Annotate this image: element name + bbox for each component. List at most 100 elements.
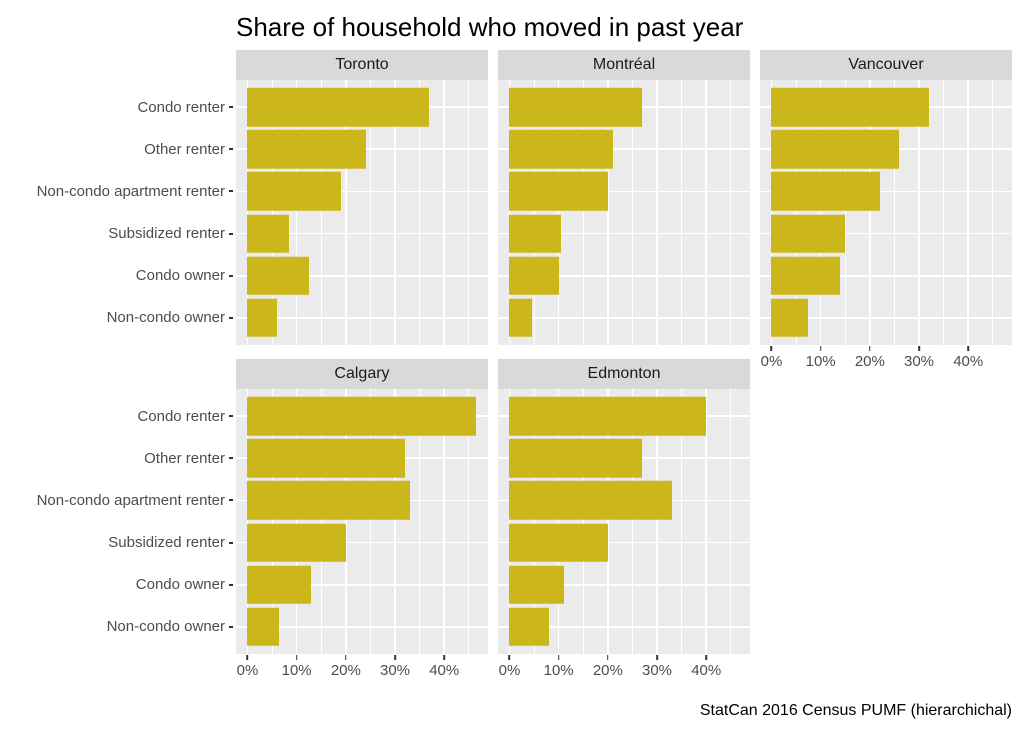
x-axis-tick-mark <box>770 346 773 351</box>
category-label-condo-renter: Condo renter <box>137 407 225 425</box>
bar-row <box>498 395 750 437</box>
bar-vancouver-condo-renter <box>771 87 929 127</box>
x-axis-tick-label-10: 10% <box>543 662 574 679</box>
x-axis-tick-mark <box>443 655 446 660</box>
y-axis-tick-mark <box>229 106 233 109</box>
gridline-minor <box>271 80 273 345</box>
gridline-major <box>967 80 969 345</box>
category-label-row: Subsidized renter <box>0 212 236 254</box>
category-label-condo-owner: Condo owner <box>135 576 225 594</box>
bar-row <box>236 395 488 437</box>
category-label-subsidized-renter: Subsidized renter <box>108 225 225 243</box>
y-axis-tick-mark <box>229 232 233 235</box>
bar-row <box>760 128 1012 170</box>
gridline-major <box>246 80 249 345</box>
gridline-category <box>498 583 750 586</box>
gridline-major <box>443 389 445 654</box>
bar-calgary-subsidized-renter <box>247 523 346 562</box>
category-label-other-renter: Other renter <box>144 140 225 158</box>
gridline-major <box>607 389 609 654</box>
bar-toronto-condo-owner <box>247 256 309 295</box>
facet-strip-toronto: Toronto <box>236 50 488 80</box>
bar-toronto-other-renter <box>247 129 366 169</box>
bar-calgary-non-condo-owner <box>247 607 280 647</box>
y-axis-tick-mark <box>229 541 233 544</box>
y-axis-tick-mark <box>229 583 233 586</box>
facet-row-0: Condo renter Other renter Non-condo apartm… <box>0 50 1024 370</box>
category-label-row: Condo owner <box>0 255 236 297</box>
gridline-minor <box>468 389 470 654</box>
bar-row <box>236 128 488 170</box>
x-axis-tick-mark <box>394 655 396 660</box>
gridline-major <box>508 389 511 654</box>
bar-row <box>498 521 750 563</box>
gridline-category <box>498 148 750 151</box>
gridline-major <box>246 389 249 654</box>
panel-edmonton <box>498 389 750 654</box>
gridline-minor <box>582 80 584 345</box>
gridline-minor <box>271 389 273 654</box>
gridline-major <box>705 389 707 654</box>
gridline-major <box>443 80 445 345</box>
panel-calgary <box>236 389 488 654</box>
bar-montr-al-subsidized-renter <box>509 214 562 253</box>
gridline-minor <box>320 80 322 345</box>
category-label-row: Non-condo owner <box>0 297 236 339</box>
x-axis-tick-label-30: 30% <box>904 353 935 370</box>
y-axis-tick-mark <box>229 457 233 460</box>
bar-edmonton-non-condo-apartment-renter <box>509 481 672 520</box>
gridline-minor <box>533 389 535 654</box>
x-axis-tick-mark <box>869 346 871 351</box>
bar-row <box>498 255 750 297</box>
x-axis-tick-mark <box>705 655 708 660</box>
x-axis-tick-label-20: 20% <box>330 662 361 679</box>
bar-montr-al-other-renter <box>509 129 613 169</box>
bar-calgary-other-renter <box>247 438 405 478</box>
x-axis-tick-mark <box>508 655 511 660</box>
gridline-category <box>236 232 488 235</box>
gridline-major <box>508 80 511 345</box>
x-axis-tick-label-10: 10% <box>281 662 312 679</box>
category-label-row: Other renter <box>0 437 236 479</box>
facet-calgary: Calgary 0% 10% 20% 30% 40% <box>236 359 488 684</box>
gridline-category <box>760 317 1012 319</box>
category-label-other-renter: Other renter <box>144 449 225 467</box>
gridline-major <box>607 80 609 345</box>
x-axis-tick-mark <box>819 346 822 351</box>
x-axis-tick-mark <box>607 655 609 660</box>
y-axis-tick-mark <box>229 499 233 502</box>
gridline-minor <box>681 389 683 654</box>
gridline-minor <box>992 80 994 345</box>
x-axis-calgary: 0% 10% 20% 30% 40% <box>236 654 488 684</box>
bar-row <box>236 521 488 563</box>
facet-strip-montr-al: Montréal <box>498 50 750 80</box>
bar-row <box>498 170 750 212</box>
gridline-major <box>770 80 773 345</box>
bars-layer <box>236 86 488 339</box>
y-axis-tick-mark <box>229 316 233 319</box>
bar-vancouver-non-condo-owner <box>771 298 809 338</box>
gridline-major <box>295 80 298 345</box>
bar-row <box>236 297 488 339</box>
facet-strip-calgary: Calgary <box>236 359 488 389</box>
x-axis-tick-label-0: 0% <box>498 662 521 679</box>
x-axis-tick-label-20: 20% <box>592 662 623 679</box>
gridline-minor <box>320 389 322 654</box>
category-label-non-condo-apartment-renter: Non-condo apartment renter <box>36 491 225 509</box>
category-label-row: Condo renter <box>0 86 236 128</box>
x-axis-tick-mark <box>656 655 658 660</box>
gridline-minor <box>795 80 797 345</box>
facet-strip-label: Toronto <box>335 56 389 73</box>
bar-row <box>236 437 488 479</box>
bar-row <box>760 170 1012 212</box>
category-label-row: Condo owner <box>0 564 236 606</box>
y-axis-tick-mark <box>229 415 233 418</box>
gridline-major <box>557 389 560 654</box>
facet-strip-label: Vancouver <box>848 56 924 73</box>
bars-layer <box>498 86 750 339</box>
bar-toronto-condo-renter <box>247 87 430 127</box>
category-label-row: Non-condo apartment renter <box>0 170 236 212</box>
bar-edmonton-other-renter <box>509 438 643 478</box>
gridline-category <box>236 583 488 586</box>
